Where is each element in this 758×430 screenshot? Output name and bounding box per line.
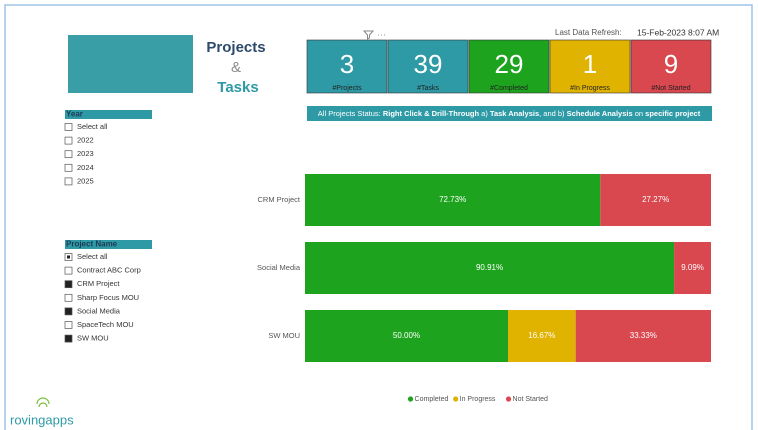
title: Projects <box>206 39 265 56</box>
checkbox[interactable] <box>64 163 73 172</box>
slicer-item: 2023 <box>77 149 94 158</box>
filter-icon[interactable] <box>362 30 375 40</box>
slicer-item: 2022 <box>77 136 94 145</box>
kpi-value: 3 <box>340 49 354 79</box>
title: & <box>231 59 241 76</box>
legend-label: In Progress <box>460 396 496 403</box>
banner-segment: Right Click & Drill-Through <box>383 109 480 118</box>
checkbox[interactable] <box>64 150 73 159</box>
logo-text: rovingapps <box>10 412 74 427</box>
slicer-item: 2025 <box>77 176 94 185</box>
data-label: 9.09% <box>681 263 704 272</box>
title: Tasks <box>217 79 258 96</box>
y-tick-label: CRM Project <box>257 195 300 204</box>
frame <box>4 4 753 430</box>
refresh-label: Last Data Refresh: <box>555 28 622 37</box>
more-icon[interactable]: ··· <box>377 29 386 39</box>
kpi-label: #Completed <box>490 85 528 92</box>
data-label: 72.73% <box>439 195 466 204</box>
slicer-item: SpaceTech MOU <box>77 320 134 329</box>
checkbox[interactable] <box>64 293 73 302</box>
banner <box>307 106 712 121</box>
kpi-label: #Not Started <box>651 85 690 92</box>
bar-segment <box>575 310 711 362</box>
checkbox[interactable] <box>64 177 73 186</box>
banner-segment: All Projects Status: <box>318 109 383 118</box>
slicer-item: Contract ABC Corp <box>77 266 141 275</box>
kpi-card <box>468 39 550 94</box>
checkbox[interactable] <box>64 321 73 329</box>
banner-segment: Task Analysis <box>490 109 539 118</box>
slicer-header <box>65 110 152 119</box>
banner-text: All Projects Status: Right Click & Drill… <box>318 109 701 118</box>
kpi-card <box>549 39 631 94</box>
banner-segment: , and b) <box>539 109 567 118</box>
data-label: 33.33% <box>630 331 657 340</box>
kpi-value: 29 <box>495 49 524 79</box>
slicer-item: Sharp Focus MOU <box>77 293 139 302</box>
kpi-card <box>630 39 712 94</box>
bar-segment <box>305 174 601 226</box>
logo-block <box>68 35 193 93</box>
banner-segment: on <box>633 109 646 118</box>
banner-segment: specific project <box>645 109 701 118</box>
legend-label: Not Started <box>513 396 549 403</box>
slicer-item: CRM Project <box>77 279 120 288</box>
bar-segment <box>305 310 508 362</box>
refresh-value: 15-Feb-2023 8:07 AM <box>637 27 719 37</box>
legend-label: Completed <box>415 396 449 403</box>
slicer-item: Select all <box>77 252 108 261</box>
y-tick-label: Social Media <box>257 263 301 272</box>
data-label: 16.67% <box>528 331 555 340</box>
kpi-label: #Tasks <box>417 85 439 92</box>
legend-swatch <box>505 396 512 402</box>
logo-icon <box>36 397 50 408</box>
kpi-card <box>387 39 469 94</box>
checkbox-partial <box>67 255 70 259</box>
slicer-title: Year <box>66 110 83 119</box>
bar-segment <box>600 174 711 226</box>
kpi-value: 39 <box>414 49 443 79</box>
legend-swatch <box>453 396 459 402</box>
checkbox[interactable] <box>64 307 73 316</box>
bar-segment <box>508 310 576 362</box>
slicer-title: Project Name <box>66 240 118 249</box>
data-label: 90.91% <box>476 263 503 272</box>
checkbox[interactable] <box>64 334 73 343</box>
slicer-item: Social Media <box>77 306 121 315</box>
banner-segment: a) <box>479 109 490 118</box>
kpi-value: 9 <box>664 49 678 79</box>
data-label: 27.27% <box>642 195 669 204</box>
kpi-label: #In Progress <box>570 85 610 92</box>
slicer-item: Select all <box>77 122 108 131</box>
legend-swatch <box>407 396 414 402</box>
y-tick-label: SW MOU <box>268 331 300 340</box>
checkbox[interactable] <box>64 280 73 289</box>
checkbox[interactable] <box>64 266 73 275</box>
kpi-value: 1 <box>583 49 597 79</box>
checkbox[interactable] <box>64 123 73 131</box>
kpi-card <box>306 39 388 94</box>
data-label: 50.00% <box>393 331 420 340</box>
kpi-label: #Projects <box>332 85 362 92</box>
checkbox[interactable] <box>64 136 73 145</box>
filter-icon[interactable] <box>362 30 375 40</box>
bar-segment <box>305 242 675 294</box>
bar-segment <box>674 242 711 294</box>
logo-icon <box>36 397 50 408</box>
slicer-item: SW MOU <box>77 334 109 343</box>
slicer-header <box>65 240 152 249</box>
slicer-item: 2024 <box>77 163 94 172</box>
banner-segment: Schedule Analysis <box>567 109 633 118</box>
